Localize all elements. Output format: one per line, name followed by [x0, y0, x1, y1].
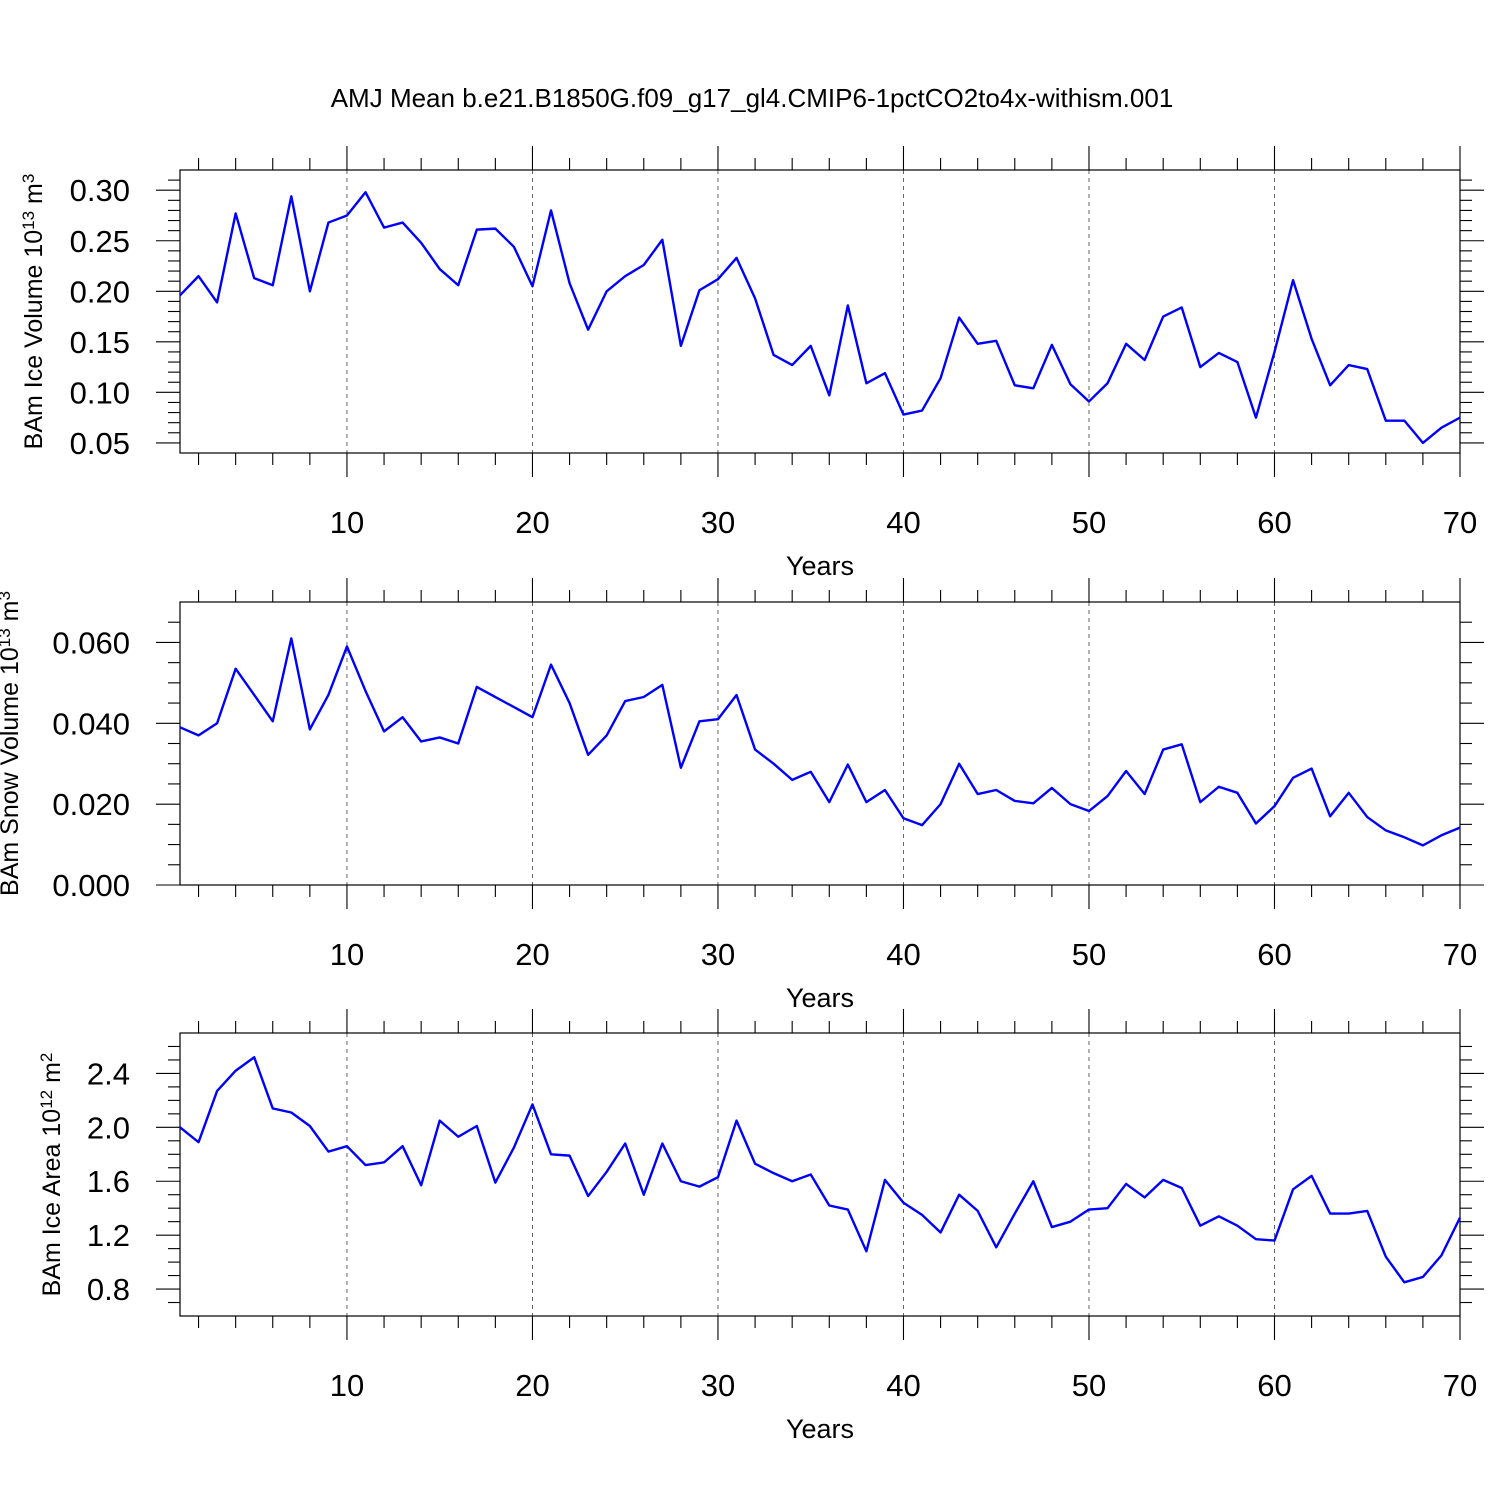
panel-1-x-tick-label-60: 60 [1257, 505, 1291, 540]
panel-3-x-tick-label-30: 30 [701, 1368, 735, 1403]
panel-2-x-tick-label-10: 10 [330, 937, 364, 972]
panel-2-x-tick-label-70: 70 [1443, 937, 1477, 972]
panel-1-y-tick-label-5: 0.30 [70, 173, 130, 208]
panel-1-x-axis-label: Years [786, 551, 854, 581]
panel-3-x-tick-label-10: 10 [330, 1368, 364, 1403]
panel-2-y-tick-label-3: 0.060 [52, 625, 130, 660]
panel-1: 0.05 0.10 0.15 0.20 0.25 0.30 10 20 30 40 50 60 70 Ye… [19, 146, 1484, 581]
panel-1-x-tick-label-50: 50 [1072, 505, 1106, 540]
panel-3-x-tick-label-70: 70 [1443, 1368, 1477, 1403]
panel-1-x-tick-label-10: 10 [330, 505, 364, 540]
panel-2-plot-frame [179, 601, 1461, 886]
panel-2-x-tick-label-40: 40 [886, 937, 920, 972]
panel-2-y-tick-label-2: 0.040 [52, 706, 130, 741]
panels-container: 0.05 0.10 0.15 0.20 0.25 0.30 10 20 30 40 50 60 70 Ye… [0, 146, 1484, 1444]
panel-2-y-tick-label-1: 0.020 [52, 787, 130, 822]
panel-1-y-axis-label: BAm Ice Volume 1013 m3 [19, 174, 48, 450]
panel-2-y-axis-label: BAm Snow Volume 1013 m3 [0, 591, 24, 896]
panel-2-x-tick-label-30: 30 [701, 937, 735, 972]
panel-3: 0.8 1.2 1.6 2.0 2.4 10 20 30 40 50 60 70 Years BAm Ic… [37, 1009, 1484, 1444]
panel-2-x-tick-label-20: 20 [515, 937, 549, 972]
panel-1-plot-frame [179, 169, 1461, 454]
panel-1-series-line [179, 191, 1461, 445]
panel-2-y-tick-label-0: 0.000 [52, 868, 130, 903]
panel-1-x-tick-label-30: 30 [701, 505, 735, 540]
panel-3-y-tick-label-3: 2.0 [87, 1110, 130, 1145]
panel-3-y-tick-label-1: 1.2 [87, 1218, 130, 1253]
panel-3-y-axis-label: BAm Ice Area 1012 m2 [37, 1053, 66, 1297]
figure-title: AMJ Mean b.e21.B1850G.f09_g17_gl4.CMIP6-… [331, 83, 1174, 113]
panel-3-x-tick-label-60: 60 [1257, 1368, 1291, 1403]
panel-3-y-tick-label-2: 1.6 [87, 1164, 130, 1199]
panel-1-y-tick-label-1: 0.10 [70, 375, 130, 410]
panel-1-x-tick-label-70: 70 [1443, 505, 1477, 540]
panel-2-x-tick-label-50: 50 [1072, 937, 1106, 972]
panel-1-y-tick-label-4: 0.25 [70, 224, 130, 259]
panel-2: 0.000 0.020 0.040 0.060 10 20 30 40 50 60 70 Years B… [0, 578, 1484, 1013]
panel-3-x-axis-label: Years [786, 1414, 854, 1444]
panel-3-x-tick-label-40: 40 [886, 1368, 920, 1403]
panel-3-y-tick-label-4: 2.4 [87, 1056, 130, 1091]
panel-1-x-tick-label-40: 40 [886, 505, 920, 540]
panel-2-series-line [179, 637, 1461, 847]
panel-1-x-tick-label-20: 20 [515, 505, 549, 540]
panel-1-y-tick-label-2: 0.15 [70, 325, 130, 360]
panel-3-series-line [179, 1056, 1462, 1284]
panel-3-plot-frame [179, 1032, 1461, 1317]
panel-3-y-tick-label-0: 0.8 [87, 1272, 130, 1307]
panel-1-y-tick-label-3: 0.20 [70, 274, 130, 309]
panel-3-x-tick-label-20: 20 [515, 1368, 549, 1403]
panel-3-x-tick-label-50: 50 [1072, 1368, 1106, 1403]
panel-2-x-axis-label: Years [786, 983, 854, 1013]
panel-1-y-tick-label-0: 0.05 [70, 426, 130, 461]
panel-2-x-tick-label-60: 60 [1257, 937, 1291, 972]
